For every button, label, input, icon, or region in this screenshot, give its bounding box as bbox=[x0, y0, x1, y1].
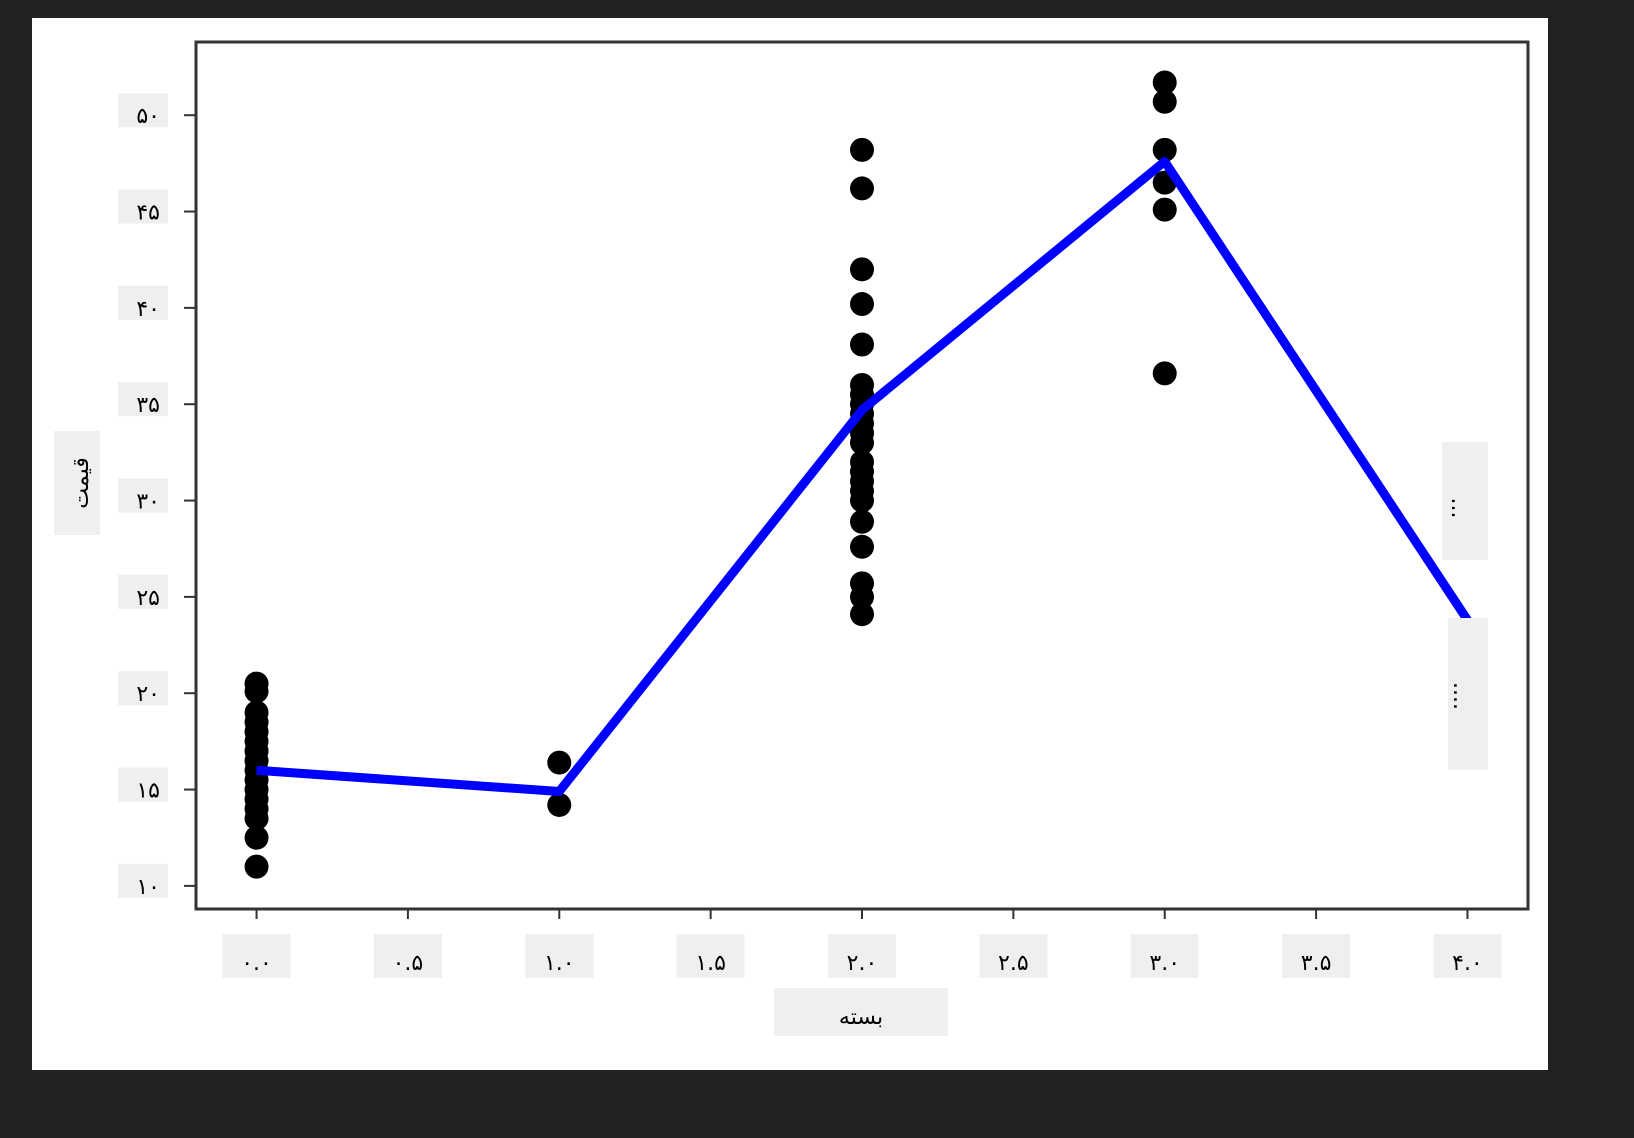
y-tick-label-bg bbox=[118, 285, 168, 320]
scatter-point bbox=[1152, 137, 1177, 162]
x-axis-label: بسته bbox=[774, 988, 948, 1036]
x-tick-label: ۰.۰ bbox=[241, 951, 272, 976]
chart-canvas: ۰.۰ ۰.۵ ۱.۰ ۱.۵ ۲.۰ ۲.۵ ۳.۰ ۳.۵ ۴.۰ ۱۰ ۱۵ ۲۰ ۲۵ ۳۰ ۳۵ ۴… bbox=[32, 18, 1548, 1070]
x-tick-label: ۲.۵ bbox=[998, 951, 1029, 976]
y-tick-label-bg bbox=[118, 189, 168, 224]
x-tick-label: ۱.۰ bbox=[544, 951, 575, 976]
y-tick-label-bg bbox=[118, 478, 168, 513]
plot-marks bbox=[244, 70, 1472, 879]
y-tick-label: ۲۰ bbox=[136, 682, 160, 707]
x-tick-label: ۰.۵ bbox=[393, 951, 424, 976]
x-tick-label-bg bbox=[828, 934, 896, 978]
scatter-point bbox=[244, 679, 269, 704]
y-tick-label: ۴۰ bbox=[136, 297, 160, 322]
scatter-point bbox=[547, 750, 572, 775]
scatter-point bbox=[850, 534, 874, 559]
scatter-point bbox=[1152, 197, 1177, 222]
y-tick-label-bg bbox=[118, 767, 168, 802]
y-tick-label-bg bbox=[118, 574, 168, 609]
x-tick-label-bg bbox=[1282, 934, 1351, 978]
x-tick-label-bg bbox=[222, 934, 291, 978]
scatter-point bbox=[1152, 70, 1177, 95]
scatter-point bbox=[1152, 89, 1177, 114]
axes: ۰.۰ ۰.۵ ۱.۰ ۱.۵ ۲.۰ ۲.۵ ۳.۰ ۳.۵ ۴.۰ ۱۰ ۱۵ ۲۰ ۲۵ ۳۰ ۳۵ ۴… bbox=[118, 93, 1502, 978]
y-tick-label-bg bbox=[118, 671, 168, 706]
right-label-1-text: ... bbox=[1446, 498, 1471, 519]
x-tick-label-bg bbox=[1433, 934, 1502, 978]
x-axis-label-text: بسته bbox=[839, 1005, 883, 1030]
y-tick-label: ۵۰ bbox=[136, 104, 160, 129]
scatter-point bbox=[244, 854, 269, 879]
x-tick-label-bg bbox=[373, 934, 442, 978]
scatter-point bbox=[1152, 361, 1177, 386]
scatter-point bbox=[244, 806, 269, 831]
scatter-point bbox=[850, 509, 874, 534]
y-tick-label-bg bbox=[118, 863, 168, 898]
scatter-point bbox=[244, 825, 269, 850]
scatter-line-chart: ۰.۰ ۰.۵ ۱.۰ ۱.۵ ۲.۰ ۲.۵ ۳.۰ ۳.۵ ۴.۰ ۱۰ ۱۵ ۲۰ ۲۵ ۳۰ ۳۵ ۴… bbox=[54, 40, 1530, 1036]
scatter-point bbox=[850, 488, 874, 513]
scatter-point bbox=[850, 257, 874, 282]
x-tick-label-bg bbox=[676, 934, 745, 978]
y-tick-label: ۴۵ bbox=[136, 201, 160, 226]
scatter-point bbox=[850, 602, 874, 627]
x-tick-label: ۴.۰ bbox=[1452, 951, 1483, 976]
y-tick-label: ۳۰ bbox=[136, 490, 160, 515]
y-tick-label-bg bbox=[118, 93, 168, 128]
scatter-point bbox=[850, 430, 874, 455]
y-axis-label: قیمت bbox=[54, 431, 100, 535]
right-label-2: .... bbox=[1448, 618, 1488, 770]
right-label-2-text: .... bbox=[1448, 682, 1473, 710]
x-tick-label-bg bbox=[979, 934, 1048, 978]
scatter-point bbox=[850, 584, 874, 609]
y-tick-label: ۳۵ bbox=[136, 393, 160, 418]
x-tick-label: ۱.۵ bbox=[695, 951, 726, 976]
y-tick-label-bg bbox=[118, 382, 168, 417]
y-tick-label: ۲۵ bbox=[136, 586, 160, 611]
y-axis-label-text: قیمت bbox=[69, 457, 94, 508]
y-tick-label: ۱۰ bbox=[136, 875, 160, 900]
scatter-point bbox=[850, 292, 874, 317]
scatter-point bbox=[850, 176, 874, 201]
x-tick-label-bg bbox=[525, 934, 594, 978]
scatter-point bbox=[850, 332, 874, 357]
y-tick-label: ۱۵ bbox=[136, 779, 160, 804]
x-tick-label-bg bbox=[1130, 934, 1199, 978]
scatter-point bbox=[547, 792, 572, 817]
right-label-1: ... bbox=[1442, 442, 1488, 560]
x-tick-label: ۳.۵ bbox=[1301, 951, 1332, 976]
scatter-point bbox=[850, 137, 874, 162]
x-tick-label: ۳.۰ bbox=[1149, 951, 1180, 976]
series-line bbox=[256, 156, 1472, 796]
x-tick-label: ۲.۰ bbox=[847, 951, 878, 976]
